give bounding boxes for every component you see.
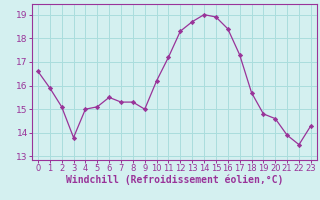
- X-axis label: Windchill (Refroidissement éolien,°C): Windchill (Refroidissement éolien,°C): [66, 175, 283, 185]
